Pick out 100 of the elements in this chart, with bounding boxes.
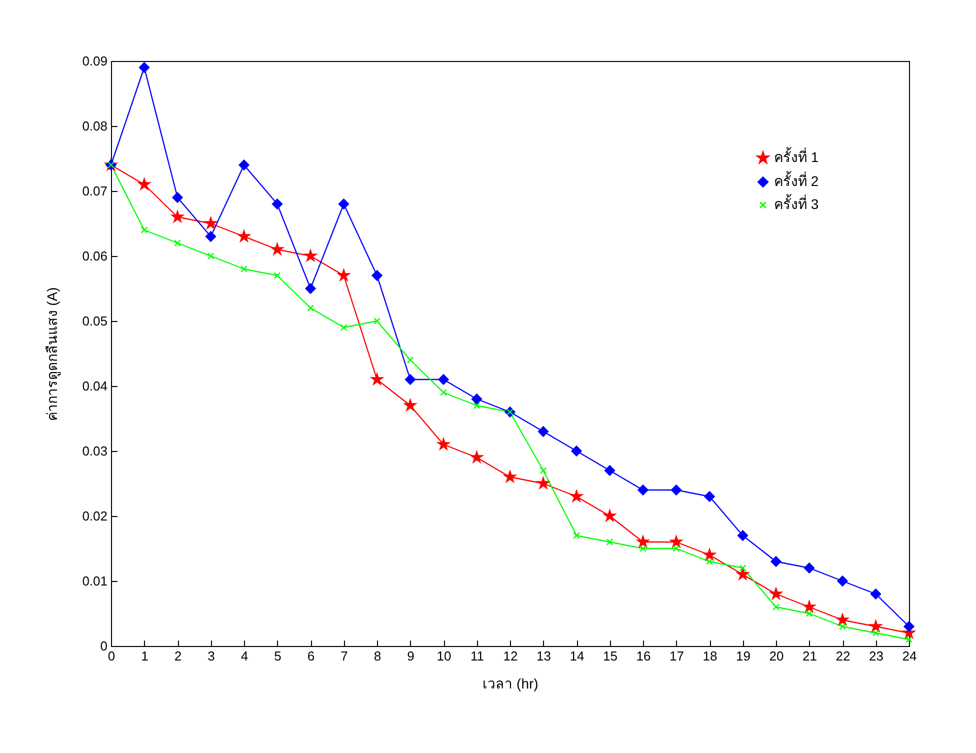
x-tick-label: 11 [470,648,484,664]
point [207,252,214,260]
point [538,426,549,437]
point [404,374,416,385]
point [537,477,550,489]
point [636,536,650,548]
point [338,269,350,281]
x-tick-label: 16 [636,648,651,664]
point [438,374,449,385]
point [437,438,450,450]
point [803,600,816,612]
point [470,451,483,463]
point [171,210,184,222]
point [404,399,416,411]
x-tick-label: 8 [374,648,382,664]
point [138,178,150,190]
point [638,484,648,496]
x-tick-label: 7 [340,648,348,664]
point [540,467,547,474]
point [374,318,380,324]
point [670,484,682,496]
point [604,510,616,522]
legend-label: ครั้งที่ 3 [774,194,819,212]
point [205,231,216,242]
x-tick-label: 9 [407,648,414,664]
point [704,491,715,502]
x-tick-label: 24 [902,648,917,664]
x-tick-label: 14 [570,648,584,664]
point [839,623,846,630]
x-tick-label: 2 [174,648,182,664]
point [670,536,682,548]
point [272,198,283,210]
point [739,564,746,572]
x-tick-label: 4 [240,648,248,664]
point [872,630,880,636]
point [240,266,248,272]
point [238,230,250,242]
x-tick-label: 10 [436,648,452,664]
y-tick-label: 0.09 [82,54,108,68]
point [904,621,914,632]
x-tick-label: 18 [702,648,718,664]
x-tick-label: 23 [869,648,884,664]
point [870,620,882,632]
point [304,250,317,262]
x-tick-label: 15 [603,648,618,664]
x-tick-label: 3 [208,648,215,664]
y-axis-title: ค่าการดูดกลืนแสง (A) [44,287,62,421]
point [307,304,314,312]
point [604,465,616,476]
y-tick-label: 0.03 [82,444,108,458]
legend-label: ครั้งที่ 2 [774,171,819,189]
y-tick-label: 0 [100,638,108,654]
x-tick-label: 22 [836,648,850,664]
point [640,545,646,552]
x-tick-label: 20 [769,648,784,664]
point [174,240,181,246]
point [271,243,284,255]
point [836,614,849,626]
point [703,548,716,560]
x-tick-label: 21 [802,648,817,664]
y-tick-label: 0.08 [82,118,108,134]
point [204,217,217,229]
point [274,272,281,279]
point [573,532,580,539]
point [370,373,384,385]
point [737,530,748,541]
point [906,636,912,643]
point [471,394,482,404]
point [473,402,480,409]
point [772,604,780,610]
x-tick-label: 6 [307,648,315,664]
point [804,562,815,574]
x-tick-label: 13 [536,648,551,664]
x-tick-label: 17 [670,648,684,664]
point [570,490,583,502]
point [338,198,350,210]
x-tick-label: 19 [736,648,750,664]
point [870,588,882,600]
point [806,610,813,617]
point [172,192,183,203]
x-tick-label: 1 [141,648,148,664]
point [305,283,316,294]
point [606,538,614,546]
y-tick-label: 0.02 [82,508,108,524]
point [504,470,516,482]
point [340,324,348,331]
x-tick-label: 5 [274,648,282,664]
point [571,446,582,456]
y-tick-label: 0.07 [82,184,108,198]
y-tick-label: 0.01 [82,574,108,588]
y-tick-label: 0.05 [82,314,108,328]
point [672,545,680,552]
point [770,556,782,567]
point [837,576,848,586]
point [138,62,150,73]
point [406,356,414,364]
y-tick-label: 0.04 [82,378,108,394]
point [140,226,148,234]
point [238,160,250,170]
legend-label: ครั้งที่ 1 [774,147,819,165]
